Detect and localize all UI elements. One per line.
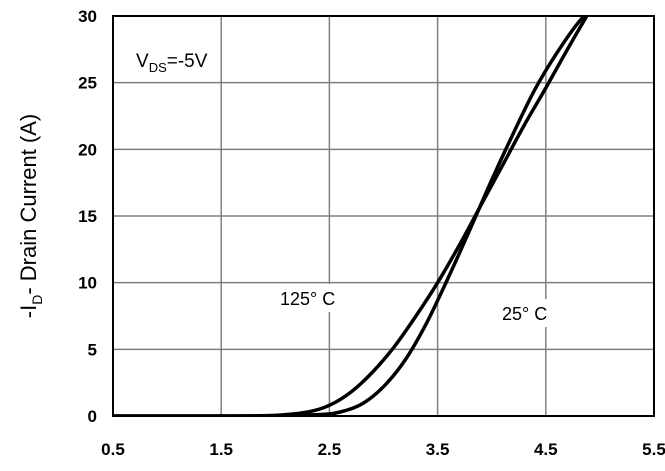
y-tick-label: 0: [88, 407, 97, 426]
y-tick-label: 5: [88, 340, 97, 359]
x-tick-label: 1.5: [209, 440, 233, 459]
x-tick-label: 0.5: [101, 440, 125, 459]
series-label-25c: 25° C: [502, 304, 547, 324]
series-label-125c: 125° C: [280, 289, 335, 309]
x-tick-label: 4.5: [534, 440, 558, 459]
x-tick-label: 2.5: [318, 440, 342, 459]
y-tick-label: 15: [78, 207, 97, 226]
x-tick-label: 3.5: [426, 440, 450, 459]
y-tick-label: 20: [78, 140, 97, 159]
series-label-125c-background: [272, 284, 362, 312]
y-tick-labels: 0 5 10 15 20 25 30: [78, 7, 97, 426]
series-line-125c: [113, 16, 589, 416]
y-tick-label: 25: [78, 74, 97, 93]
x-tick-labels: 0.5 1.5 2.5 3.5 4.5 5.5: [101, 440, 665, 459]
series-label-25c-background: [496, 299, 574, 327]
condition-annotation: VDS=-5V: [136, 51, 208, 75]
plot-frame: [112, 15, 655, 417]
condition-subscript: DS: [149, 60, 167, 75]
x-tick-label: 5.5: [642, 440, 665, 459]
y-axis-label: -ID- Drain Current (A): [16, 114, 45, 319]
y-tick-label: 30: [78, 7, 97, 26]
grid-lines: [112, 15, 655, 417]
y-axis-label-subscript: D: [29, 295, 45, 305]
y-tick-label: 10: [78, 274, 97, 293]
